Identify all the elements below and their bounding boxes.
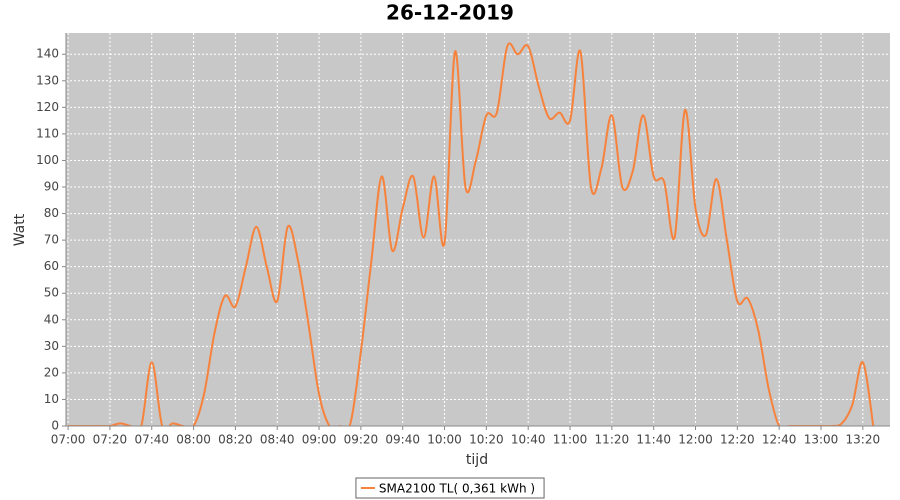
y-tick-label: 130 bbox=[36, 73, 59, 87]
x-tick-label: 12:20 bbox=[720, 433, 755, 447]
x-tick-label: 11:20 bbox=[595, 433, 630, 447]
y-tick-label: 20 bbox=[44, 365, 59, 379]
chart-title: 26-12-2019 bbox=[386, 1, 514, 25]
y-tick-label: 100 bbox=[36, 153, 59, 167]
y-axis-title: Watt bbox=[12, 213, 28, 246]
x-tick-label: 13:20 bbox=[846, 433, 881, 447]
y-tick-label: 70 bbox=[44, 233, 59, 247]
grid bbox=[66, 33, 890, 427]
marks bbox=[68, 42, 875, 426]
x-tick-label: 11:40 bbox=[636, 433, 671, 447]
y-tick-label: 60 bbox=[44, 259, 59, 273]
y-tick-label: 80 bbox=[44, 206, 59, 220]
plot-area bbox=[66, 33, 890, 426]
y-tick-label: 120 bbox=[36, 100, 59, 114]
series-line bbox=[68, 42, 875, 426]
y-tick-label: 40 bbox=[44, 312, 59, 326]
y-tick-label: 50 bbox=[44, 286, 59, 300]
x-tick-label: 10:20 bbox=[469, 433, 504, 447]
x-tick-label: 07:00 bbox=[51, 433, 86, 447]
y-tick-label: 140 bbox=[36, 47, 59, 61]
x-tick-label: 08:00 bbox=[176, 433, 211, 447]
legend-label: SMA2100 TL( 0,361 kWh ) bbox=[379, 482, 535, 496]
x-tick-label: 08:20 bbox=[218, 433, 253, 447]
x-tick-label: 12:40 bbox=[762, 433, 797, 447]
legend: SMA2100 TL( 0,361 kWh ) bbox=[355, 477, 545, 499]
y-tick-label: 0 bbox=[51, 419, 59, 433]
x-tick-label: 07:20 bbox=[93, 433, 128, 447]
x-axis-title: tijd bbox=[466, 452, 488, 468]
legend-box bbox=[355, 477, 545, 499]
y-tick-label: 10 bbox=[44, 392, 59, 406]
x-tick-label: 08:40 bbox=[260, 433, 295, 447]
x-tick-label: 09:40 bbox=[385, 433, 420, 447]
y-tick-label: 110 bbox=[36, 126, 59, 140]
x-tick-label: 10:40 bbox=[511, 433, 546, 447]
x-tick-label: 07:40 bbox=[134, 433, 169, 447]
x-tick-label: 11:00 bbox=[553, 433, 588, 447]
x-tick-label: 12:00 bbox=[678, 433, 713, 447]
y-tick-label: 90 bbox=[44, 180, 59, 194]
y-tick-label: 30 bbox=[44, 339, 59, 353]
x-tick-label: 09:20 bbox=[344, 433, 379, 447]
x-tick-label: 10:00 bbox=[427, 433, 462, 447]
x-tick-label: 09:00 bbox=[302, 433, 337, 447]
x-tick-label: 13:00 bbox=[804, 433, 839, 447]
